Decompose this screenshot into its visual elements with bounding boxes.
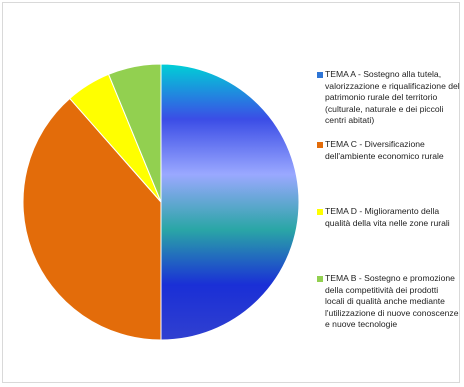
legend-label-tema-a: TEMA A - Sostegno alla tutela, valorizza… (325, 69, 460, 126)
chart-area: TEMA A - Sostegno alla tutela, valorizza… (2, 2, 460, 383)
pie-slice-tema-a (160, 63, 300, 341)
legend-item-tema-c: TEMA C - Diversificazione dell'ambiente … (317, 139, 461, 162)
legend-swatch-tema-a (317, 72, 323, 78)
legend-swatch-tema-c (317, 142, 323, 148)
pie-chart (22, 63, 300, 341)
pie-slices (22, 63, 300, 341)
pie-slice-tema-c (22, 97, 162, 341)
legend-item-tema-d: TEMA D - Miglioramento della qualità del… (317, 206, 461, 229)
legend-label-tema-c: TEMA C - Diversificazione dell'ambiente … (325, 139, 444, 161)
legend-item-tema-b: TEMA B - Sostegno e promozione della com… (317, 273, 461, 331)
legend-label-tema-b: TEMA B - Sostegno e promozione della com… (325, 273, 459, 330)
legend-item-tema-a: TEMA A - Sostegno alla tutela, valorizza… (317, 69, 461, 127)
pie-slice-tema-b (107, 63, 162, 203)
legend-swatch-tema-b (317, 276, 323, 282)
legend-label-tema-d: TEMA D - Miglioramento della qualità del… (325, 206, 450, 228)
legend-swatch-tema-d (317, 209, 323, 215)
